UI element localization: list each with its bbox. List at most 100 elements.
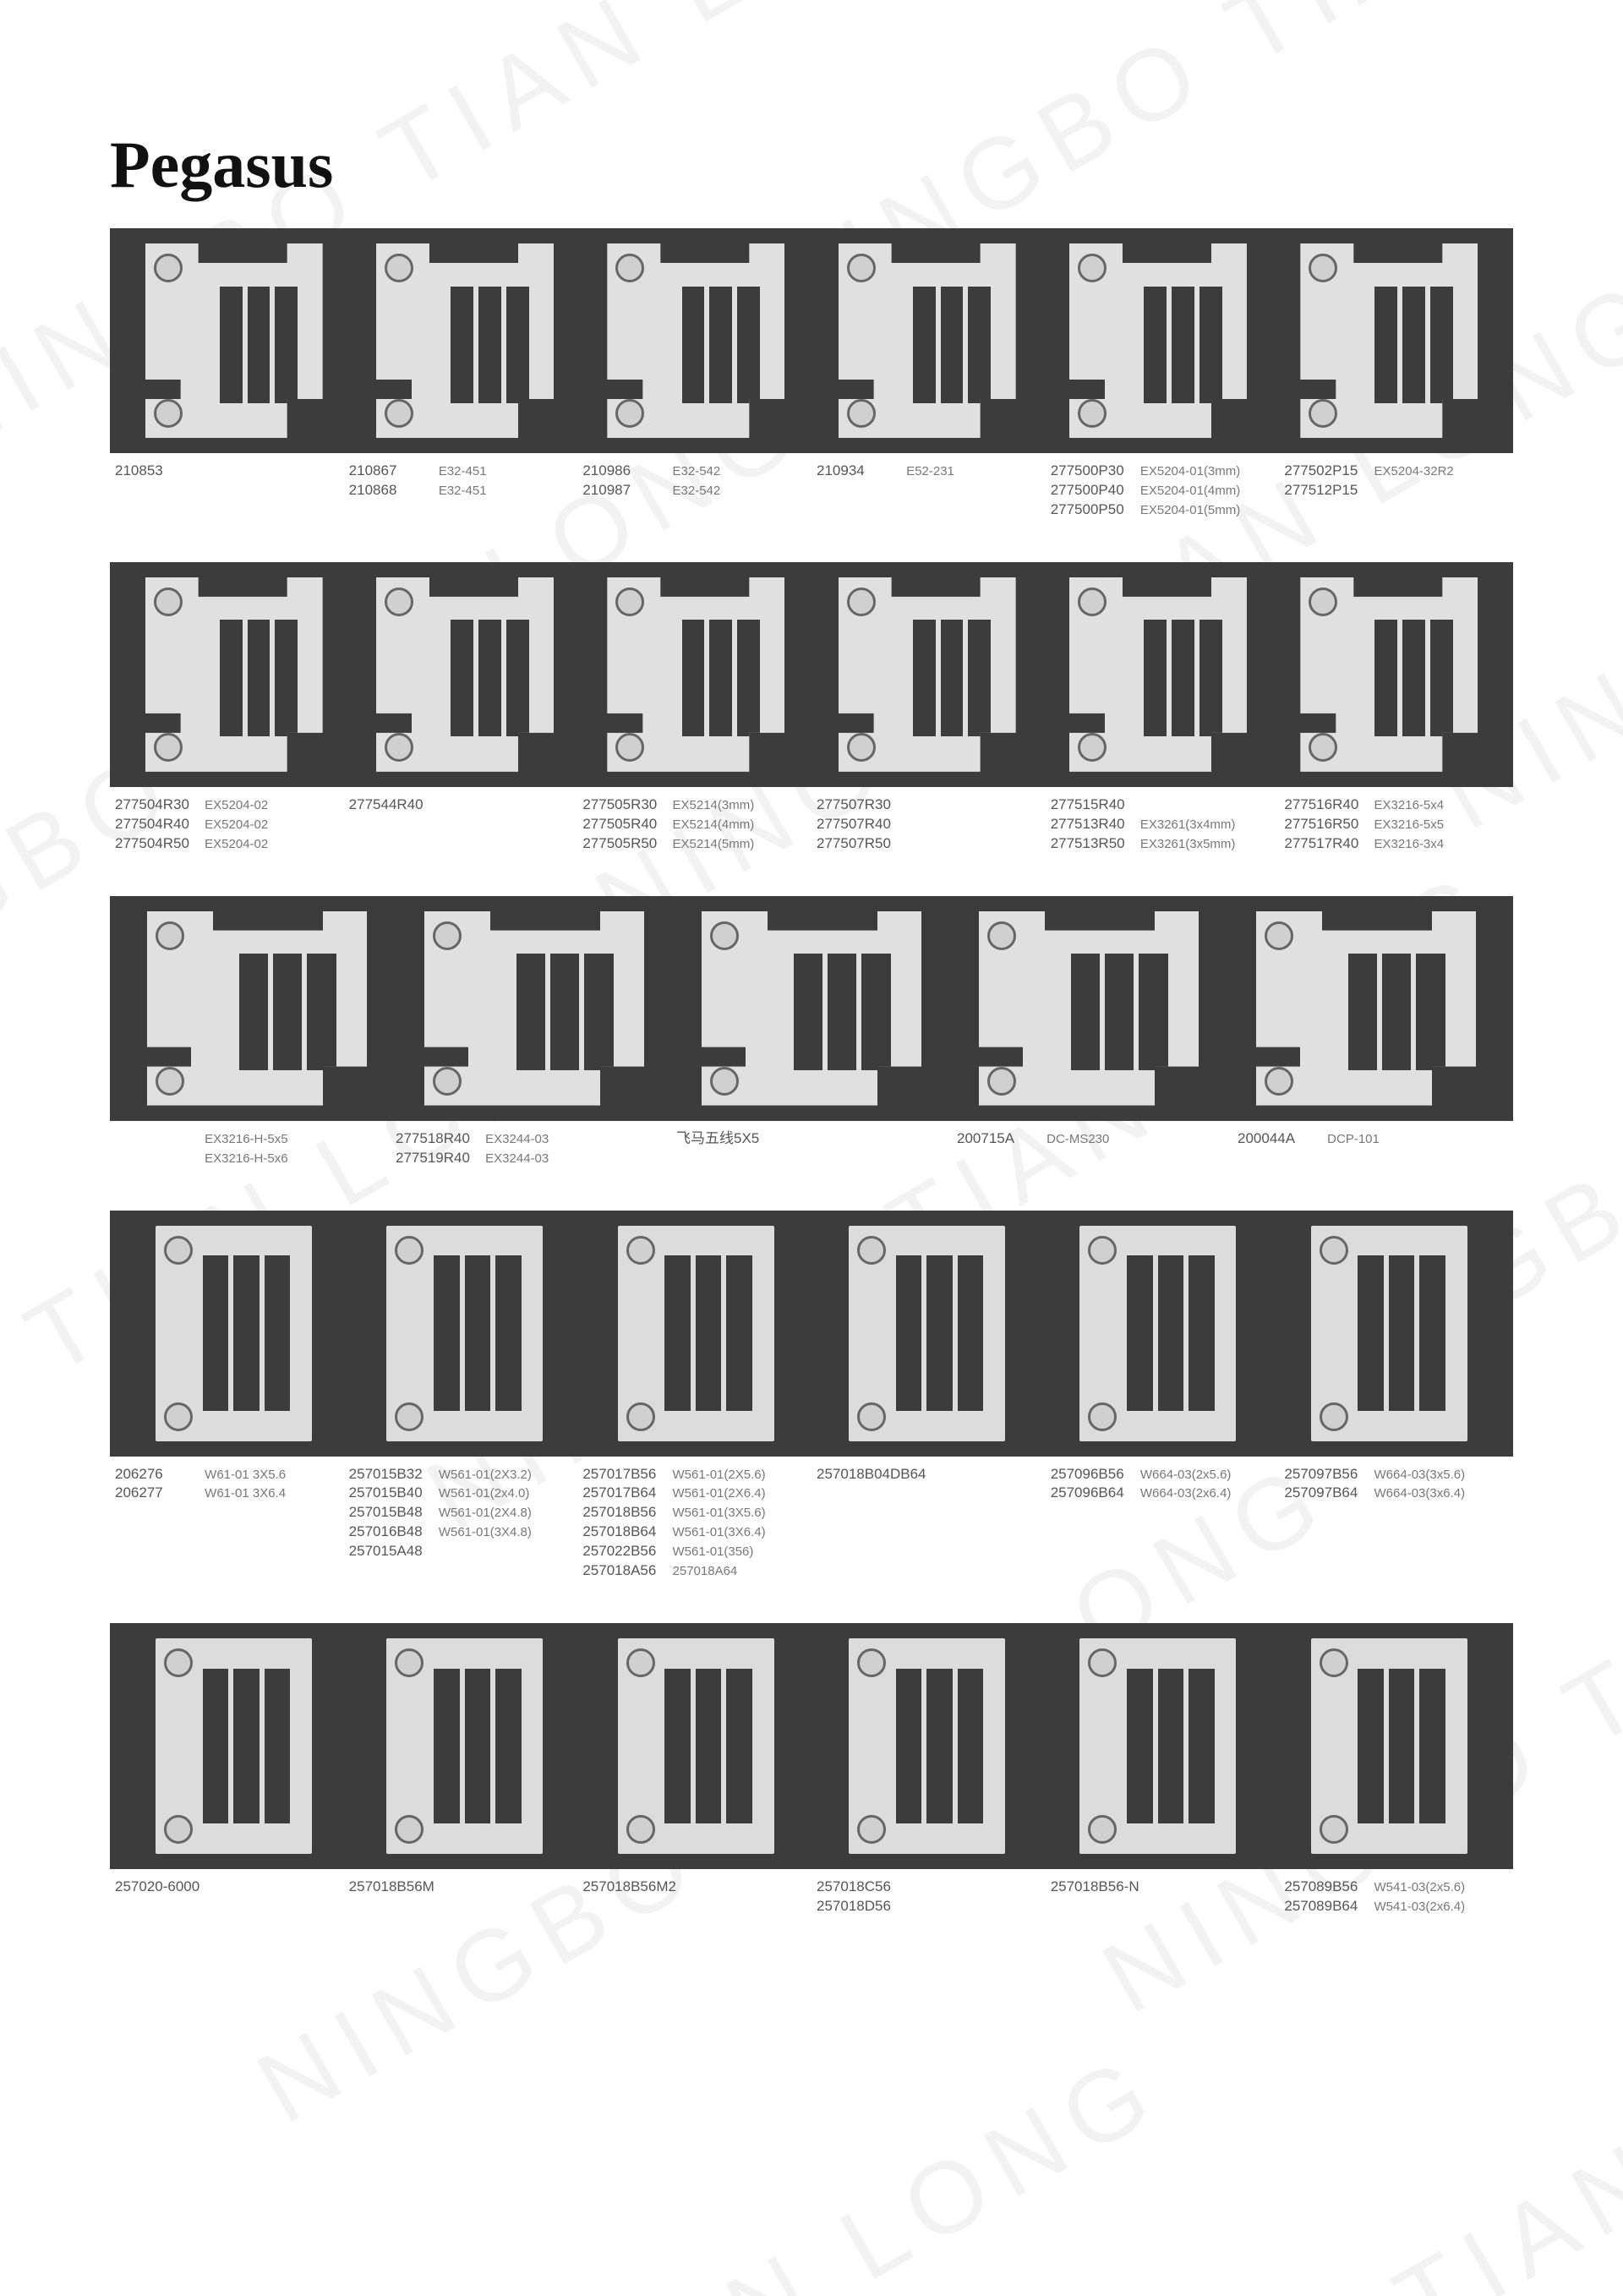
part-desc: W561-01(3X4.8) [435, 1525, 532, 1539]
part-number: 257015B48 [349, 1503, 435, 1522]
part-label: 277505R30 EX5214(3mm)277505R40 EX5214(4m… [577, 795, 812, 854]
product-row: 257020-6000257018B56M257018B56M2257018C5… [110, 1623, 1513, 1916]
part-image [376, 243, 554, 438]
part-desc: EX3261(3x5mm) [1137, 837, 1236, 851]
part-label: 257018B04DB64 [812, 1465, 1046, 1582]
part-label: 206276 W61-01 3X5.6206277 W61-01 3X6.4 [110, 1465, 344, 1582]
part-label: 277516R40 EX3216-5x4277516R50 EX3216-5x5… [1279, 795, 1513, 854]
part-label: 200715A DC-MS230 [952, 1129, 1232, 1168]
part-image [145, 243, 323, 438]
part-desc: EX5204-32R2 [1370, 464, 1453, 478]
part-desc: E32-451 [435, 484, 487, 498]
part-image [1311, 1638, 1467, 1854]
part-label: 277518R40 EX3244-03277519R40 EX3244-03 [391, 1129, 671, 1168]
part-label: 257089B56 W541-03(2x5.6)257089B64 W541-0… [1279, 1878, 1513, 1916]
product-row: 206276 W61-01 3X5.6206277 W61-01 3X6.425… [110, 1211, 1513, 1582]
product-row: 210853210867 E32-451210868 E32-451210986… [110, 228, 1513, 520]
part-number: 257015B32 [349, 1465, 435, 1484]
part-desc: E52-231 [903, 464, 954, 478]
page-title: Pegasus [110, 127, 1513, 203]
part-label: 210986 E32-542210987 E32-542 [577, 462, 812, 520]
part-number: 257018A56 [582, 1561, 669, 1581]
part-image [607, 577, 784, 772]
labels-strip: 277504R30 EX5204-02277504R40 EX5204-0227… [110, 795, 1513, 854]
part-number: 257018B64 [582, 1522, 669, 1542]
part-number: 277507R40 [817, 815, 903, 834]
part-label: 277504R30 EX5204-02277504R40 EX5204-0227… [110, 795, 344, 854]
part-number: 277513R40 [1051, 815, 1137, 834]
part-label: EX3216-H-5x5 EX3216-H-5x6 [110, 1129, 391, 1168]
part-image [145, 577, 323, 772]
labels-strip: 210853210867 E32-451210868 E32-451210986… [110, 462, 1513, 520]
part-label: 257018B56-N [1046, 1878, 1280, 1916]
part-desc: W561-01(2X4.8) [435, 1506, 532, 1520]
labels-strip: 257020-6000257018B56M257018B56M2257018C5… [110, 1878, 1513, 1916]
part-image [424, 911, 644, 1106]
part-label: 飞马五线5X5 [671, 1129, 952, 1168]
part-number: 257017B56 [582, 1465, 669, 1484]
part-number: 257017B64 [582, 1484, 669, 1503]
part-desc: E32-451 [435, 464, 487, 478]
image-strip [110, 562, 1513, 787]
part-image [839, 577, 1016, 772]
part-image [618, 1226, 774, 1441]
part-label: 277544R40 [344, 795, 578, 854]
part-image [156, 1638, 312, 1854]
part-number: 277504R30 [115, 795, 201, 815]
part-number: 210868 [349, 481, 435, 500]
part-desc: W561-01(3X5.6) [669, 1506, 765, 1520]
part-label: 210853 [110, 462, 344, 520]
labels-strip: 206276 W61-01 3X5.6206277 W61-01 3X6.425… [110, 1465, 1513, 1582]
part-number: 257022B56 [582, 1542, 669, 1561]
part-desc: W664-03(3x6.4) [1370, 1486, 1465, 1501]
part-number: 257018B56-N [1051, 1878, 1139, 1897]
image-strip [110, 1623, 1513, 1869]
part-number: 210853 [115, 462, 201, 481]
part-number: 200715A [957, 1129, 1043, 1149]
part-desc: EX3216-5x4 [1370, 798, 1444, 812]
part-desc: W541-03(2x6.4) [1370, 1900, 1465, 1914]
part-image [1311, 1226, 1467, 1441]
part-number: 277516R40 [1284, 795, 1370, 815]
part-image [1300, 243, 1478, 438]
part-image [979, 911, 1199, 1106]
part-number: 200044A [1238, 1129, 1324, 1149]
part-number: 277505R50 [582, 834, 669, 854]
part-image [1069, 243, 1247, 438]
part-number: 257020-6000 [115, 1878, 201, 1897]
part-number: 277516R50 [1284, 815, 1370, 834]
part-label: 277515R40277513R40 EX3261(3x4mm)277513R5… [1046, 795, 1280, 854]
part-number: 210867 [349, 462, 435, 481]
part-number: 257097B56 [1284, 1465, 1370, 1484]
part-image [849, 1226, 1005, 1441]
part-desc: W61-01 3X6.4 [201, 1486, 286, 1501]
part-label: 210934 E52-231 [812, 462, 1046, 520]
part-desc: E32-542 [669, 484, 720, 498]
part-number: 277504R40 [115, 815, 201, 834]
part-image [1300, 577, 1478, 772]
part-desc: W664-03(2x5.6) [1137, 1468, 1232, 1482]
part-image [607, 243, 784, 438]
part-number: 277513R50 [1051, 834, 1137, 854]
part-number: 257097B64 [1284, 1484, 1370, 1503]
part-number: 277505R40 [582, 815, 669, 834]
part-number: 210987 [582, 481, 669, 500]
part-number: 277512P15 [1284, 481, 1370, 500]
part-label: 210867 E32-451210868 E32-451 [344, 462, 578, 520]
image-strip [110, 228, 1513, 453]
part-label: 257096B56 W664-03(2x5.6)257096B64 W664-0… [1046, 1465, 1280, 1582]
part-desc: W541-03(2x5.6) [1370, 1880, 1465, 1894]
part-number: 257018B56M [349, 1878, 435, 1897]
part-number: 277505R30 [582, 795, 669, 815]
part-desc: W561-01(2x4.0) [435, 1486, 530, 1501]
image-strip [110, 896, 1513, 1121]
part-image [1079, 1226, 1236, 1441]
image-strip [110, 1211, 1513, 1457]
part-image [1069, 577, 1247, 772]
part-number: 257016B48 [349, 1522, 435, 1542]
part-number: 257018D56 [817, 1897, 903, 1916]
part-number: 277504R50 [115, 834, 201, 854]
product-row: 277504R30 EX5204-02277504R40 EX5204-0227… [110, 562, 1513, 854]
part-number: 277500P50 [1051, 500, 1137, 520]
part-desc: EX5204-01(5mm) [1137, 503, 1241, 517]
